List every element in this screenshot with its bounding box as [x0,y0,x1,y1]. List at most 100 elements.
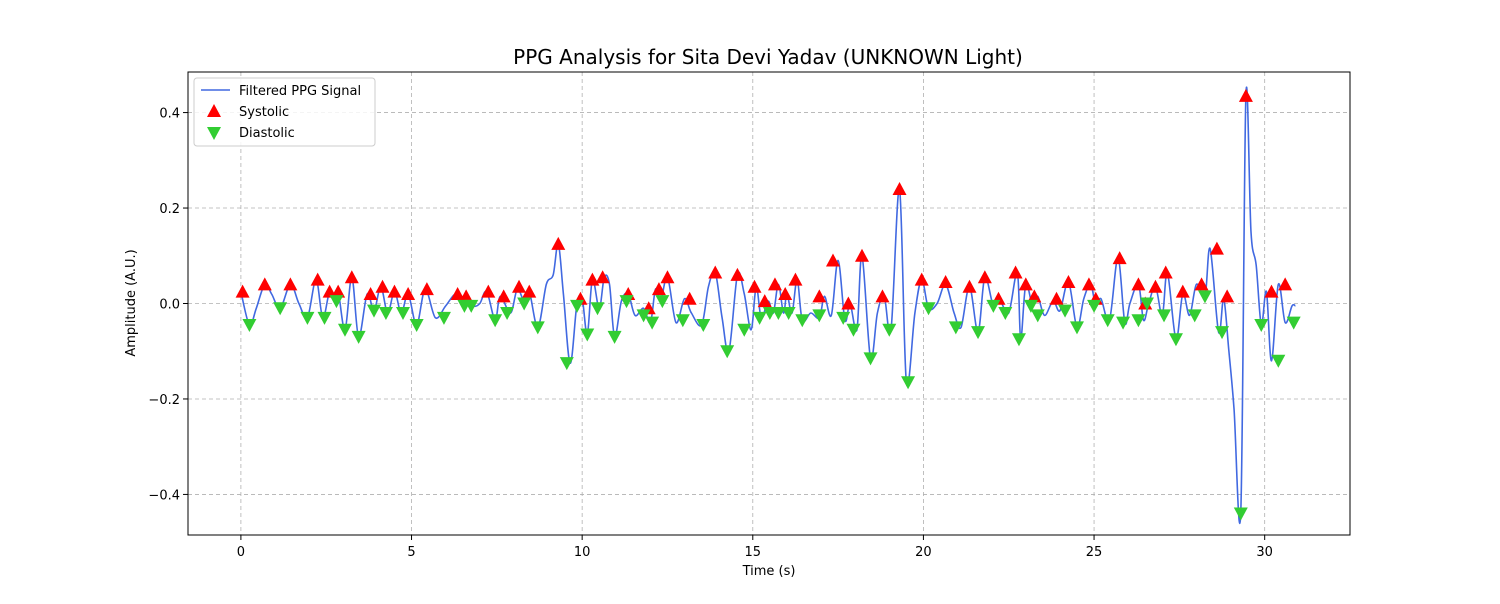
diastolic-marker [675,314,690,328]
x-tick-label: 0 [237,545,245,560]
diastolic-marker [696,318,711,332]
diastolic-marker [901,376,916,390]
diastolic-marker [590,302,605,316]
x-tick-label: 15 [745,545,762,560]
diastolic-marker [1069,321,1084,335]
systolic-marker [788,272,803,286]
systolic-marker [1278,277,1293,291]
systolic-marker [962,279,977,293]
systolic-marker [1175,284,1190,298]
diastolic-marker [645,316,660,330]
systolic-marker [682,291,697,305]
legend-label-diastolic: Diastolic [239,126,295,141]
diastolic-marker [570,299,585,313]
systolic-marker [841,296,856,310]
diastolic-marker [300,311,315,325]
systolic-marker [512,279,527,293]
chart-title: PPG Analysis for Sita Devi Yadav (UNKNOW… [513,45,1023,69]
systolic-marker [1264,284,1279,298]
diastolic-marker [1116,316,1131,330]
systolic-marker [1081,277,1096,291]
legend-diastolic-marker [207,127,221,140]
diastolic-marker [636,309,651,323]
diastolic-marker [948,321,963,335]
systolic-marker [401,286,416,300]
diastolic-marker [846,323,861,337]
systolic-marker [651,282,666,296]
diastolic-marker [1197,290,1212,304]
x-tick-label: 20 [915,545,932,560]
diastolic-marker [882,323,897,337]
systolic-marker [1209,241,1224,255]
systolic-marker [977,270,992,284]
diastolic-marker [1286,316,1301,330]
systolic-marker [875,289,890,303]
systolic-marker [235,284,250,298]
plot-area [187,71,1351,536]
diastolic-marker [580,328,595,342]
systolic-marker [708,265,723,279]
diastolic-marker [655,295,670,309]
systolic-marker [585,272,600,286]
diastolic-marker [378,307,393,321]
diastolic-marker [317,311,332,325]
systolic-marker [450,286,465,300]
systolic-marker [854,248,869,262]
diastolic-marker [863,352,878,366]
diastolic-marker [337,323,352,337]
diastolic-marker [1215,326,1230,340]
diastolic-marker [395,307,410,321]
systolic-marker [1049,291,1064,305]
systolic-marker [1220,289,1235,303]
diastolic-marker [242,318,257,332]
diastolic-marker [971,326,986,340]
systolic-marker [660,270,675,284]
diastolic-marker [781,307,796,321]
diastolic-marker [795,314,810,328]
systolic-marker [331,284,346,298]
legend: Filtered PPG Signal Systolic Diastolic [193,77,376,147]
diastolic-marker [517,297,532,311]
diastolic-marker [500,307,515,321]
systolic-marker [551,236,566,250]
systolic-marker [1158,265,1173,279]
systolic-marker [747,279,762,293]
systolic-marker [825,253,840,267]
systolic-marker [1008,265,1023,279]
legend-systolic-marker [207,104,221,117]
x-tick-label: 10 [574,545,591,560]
systolic-marker [419,282,434,296]
legend-label-signal: Filtered PPG Signal [239,84,361,99]
systolic-marker [459,289,474,303]
diastolic-marker [1030,309,1045,323]
tick-layer: 0 5 10 15 20 25 30 −0.4 −0.2 0.0 0.2 0.4 [148,107,1273,560]
systolic-marker [757,294,772,308]
diastolic-marker [436,311,451,325]
systolic-marker [1112,251,1127,265]
diastolic-marker [998,307,1013,321]
systolic-marker [938,275,953,289]
x-axis-label: Time (s) [742,564,796,579]
diastolic-marker [530,321,545,335]
diastolic-marker [351,330,366,344]
x-tick-label: 5 [407,545,415,560]
y-tick-label: 0.4 [159,107,180,122]
diastolic-marker [273,302,288,316]
diastolic-marker [720,345,735,359]
diastolic-marker [1058,304,1073,318]
systolic-marker [914,272,929,286]
diastolic-marker [1254,318,1269,332]
y-tick-label: 0.2 [159,202,180,217]
diastolic-marker [1233,507,1248,521]
systolic-marker [812,289,827,303]
systolic-marker [310,272,325,286]
diastolic-marker [1131,314,1146,328]
diastolic-marker [812,309,827,323]
diastolic-marker [559,357,574,371]
legend-box [193,77,376,147]
diastolic-marker [1157,309,1172,323]
diastolic-marker [771,307,786,321]
systolic-marker [522,284,537,298]
